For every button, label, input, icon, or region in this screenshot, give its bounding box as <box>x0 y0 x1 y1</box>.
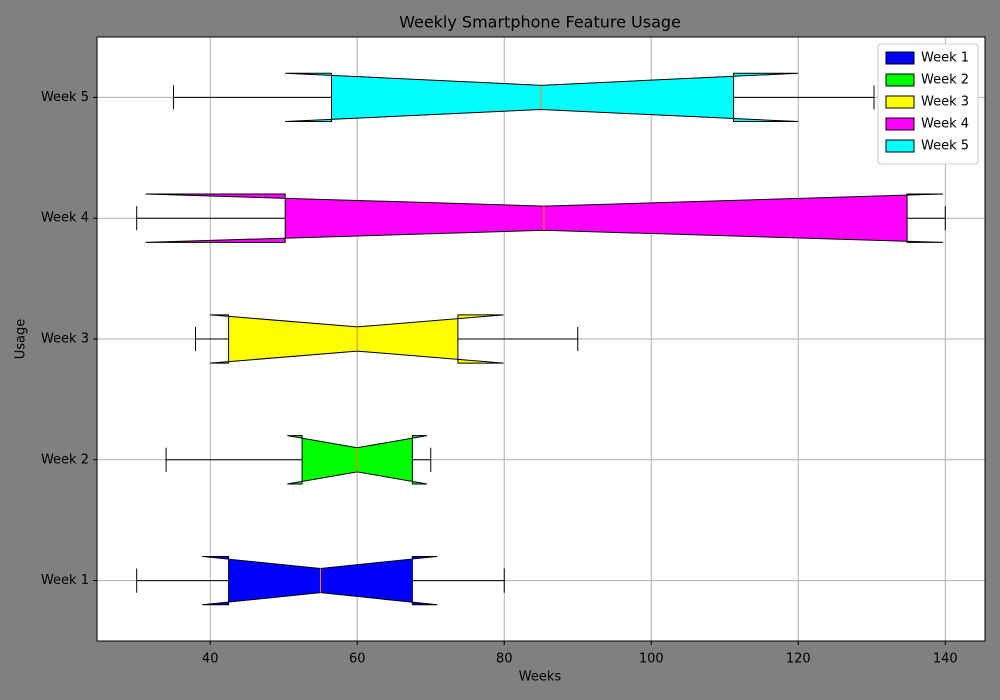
x-tick-label: 100 <box>639 652 664 667</box>
x-axis-label: Weeks <box>519 670 562 685</box>
x-tick-label: 60 <box>349 652 366 667</box>
y-tick-label: Week 3 <box>41 332 89 347</box>
x-tick-label: 40 <box>202 652 219 667</box>
x-tick-label: 120 <box>786 652 811 667</box>
legend-swatch <box>885 95 915 109</box>
x-tick-label: 140 <box>933 652 958 667</box>
box <box>285 72 799 123</box>
y-tick-label: Week 4 <box>41 211 89 226</box>
y-axis-label: Usage <box>14 319 29 360</box>
legend-label: Week 1 <box>921 51 969 66</box>
legend-label: Week 5 <box>921 139 969 154</box>
legend-swatch <box>885 117 915 131</box>
y-tick-label: Week 1 <box>41 573 89 588</box>
legend-swatch <box>885 139 915 153</box>
legend: Week 1 Week 2 Week 3 Week 4 Week 5 <box>877 43 979 165</box>
x-tick-label: 80 <box>496 652 513 667</box>
legend-swatch <box>885 51 915 65</box>
legend-label: Week 4 <box>921 117 969 132</box>
legend-label: Week 3 <box>921 95 969 110</box>
legend-label: Week 2 <box>921 73 969 88</box>
plot-frame <box>96 36 986 642</box>
y-tick-label: Week 2 <box>41 452 89 467</box>
chart-title: Weekly Smartphone Feature Usage <box>399 13 681 32</box>
box <box>202 555 438 606</box>
legend-swatch <box>885 73 915 87</box>
y-tick-label: Week 5 <box>41 90 89 105</box>
